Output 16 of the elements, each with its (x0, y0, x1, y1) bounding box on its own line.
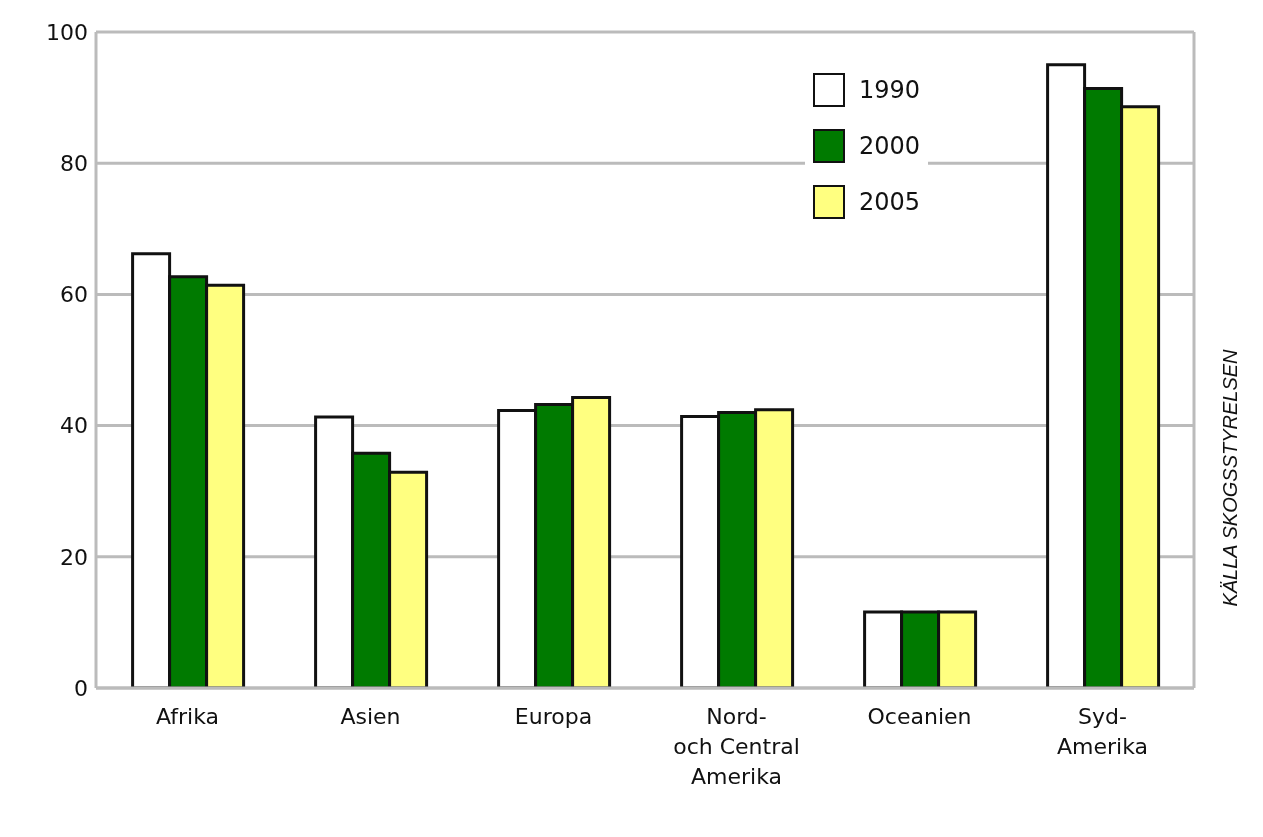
x-tick-label: Asien (340, 704, 401, 729)
y-tick-label: 20 (60, 544, 88, 570)
y-tick-label: 40 (60, 413, 88, 439)
x-tick-label: Nord- och Central Amerika (673, 704, 800, 789)
legend-label: 2005 (858, 188, 920, 216)
text: KÄLLA SKOGSSTYRELSEN (1218, 349, 1242, 607)
legend-label: 2000 (858, 132, 920, 160)
x-tick-label: Syd- Amerika (1056, 704, 1149, 759)
x-tick-label: Europa (514, 704, 593, 729)
legend-label: 1990 (858, 76, 920, 104)
y-tick-label: 100 (46, 19, 88, 45)
y-tick-label: 60 (60, 282, 88, 308)
y-tick-label: 0 (74, 675, 88, 701)
x-tick-label: Afrika (155, 704, 220, 729)
x-tick-label: Oceanien (867, 704, 972, 729)
y-tick-label: 80 (60, 151, 88, 177)
